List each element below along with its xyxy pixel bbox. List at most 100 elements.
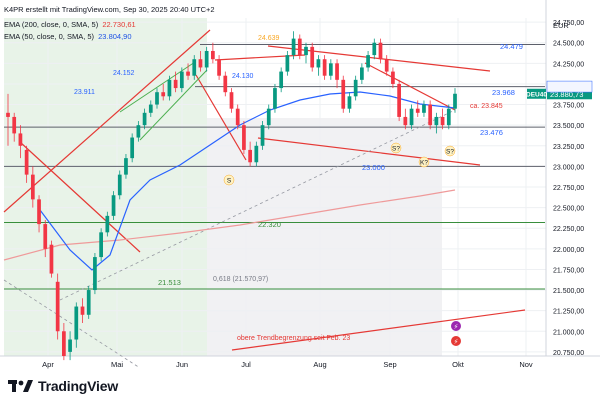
trend-line <box>3 29 211 213</box>
candle-body <box>403 116 408 126</box>
candle-body <box>167 79 172 97</box>
y-tick-label: 21.500,00 <box>553 288 584 295</box>
y-tick-label: 23.750,00 <box>553 103 584 110</box>
candle-body <box>266 108 271 126</box>
candle-body <box>198 59 203 68</box>
candle-body <box>242 125 246 150</box>
candle-body <box>86 290 91 315</box>
y-tick-label: 21.000,00 <box>553 329 584 336</box>
candle-body <box>372 42 377 56</box>
candle-body <box>273 88 277 109</box>
candle-body <box>142 112 147 126</box>
candle-body <box>446 108 451 126</box>
level-price-tag-bg <box>546 80 593 93</box>
candle-body <box>415 108 420 113</box>
y-tick-label: 20.750,00 <box>553 350 584 357</box>
candle-body <box>192 59 197 76</box>
ema50-value: 23.804,90 <box>98 32 132 41</box>
x-tick-label: Nov <box>519 360 533 369</box>
candle-body <box>105 215 110 233</box>
ema50-label: EMA (50, close, 0, SMA, 5) <box>4 32 95 41</box>
candle-body <box>341 79 346 109</box>
candle-body <box>391 71 395 84</box>
y-tick-label: 24.250,00 <box>553 61 584 68</box>
candle-body <box>409 108 414 126</box>
candle-body <box>49 244 54 274</box>
dashed-trend-line <box>3 279 141 369</box>
candle-body <box>328 63 333 76</box>
y-tick-label: 24.750,00 <box>553 20 584 27</box>
x-tick-label: Aug <box>313 360 326 369</box>
event-flag-glyph: ⚡ <box>454 338 459 346</box>
x-tick-label: Mai <box>111 360 123 369</box>
x-tick-label: Jul <box>241 360 251 369</box>
candle-body <box>18 133 23 146</box>
candle-body <box>378 42 383 60</box>
price-chart[interactable]: 24.750,0024.500,0024.250,0024.000,0023.7… <box>0 0 600 372</box>
y-tick-label: 22.250,00 <box>553 226 584 233</box>
candle-body <box>186 71 190 76</box>
candle-body <box>453 93 457 109</box>
pattern-marker <box>223 174 235 186</box>
candle-body <box>43 224 48 249</box>
tradingview-logo[interactable]: TradingView <box>8 378 118 394</box>
tradingview-brand: TradingView <box>38 378 119 394</box>
candle-body <box>384 59 389 72</box>
y-tick-label: 22.500,00 <box>553 206 584 213</box>
candle-body <box>260 125 265 146</box>
candle-body <box>397 83 401 117</box>
currency-label: EUR <box>553 21 569 30</box>
candle-body <box>99 232 103 258</box>
ema50-legend[interactable]: EMA (50, close, 0, SMA, 5) 23.804,90 <box>4 32 134 41</box>
trend-line <box>195 74 247 161</box>
candle-body <box>117 174 122 196</box>
annotation-label: ca. 23.845 <box>470 103 503 110</box>
candle-body <box>428 104 433 126</box>
pattern-marker <box>418 156 430 168</box>
level-label: 23.000 <box>362 163 385 172</box>
candle-body <box>347 96 352 109</box>
trend-line <box>19 141 141 253</box>
ema200-line <box>3 189 456 261</box>
candle-body <box>68 339 72 352</box>
candle-body <box>211 50 215 60</box>
candle-body <box>6 112 10 117</box>
symbol-tag-bg <box>527 88 546 99</box>
candle-body <box>360 67 364 80</box>
level-label: 23.968 <box>492 88 515 97</box>
candle-body <box>223 75 228 93</box>
symbol-tag: DEU40 <box>526 91 547 98</box>
candle-body <box>366 55 370 68</box>
candle-body <box>440 116 445 126</box>
candle-body <box>304 46 308 56</box>
candle-body <box>254 145 259 163</box>
candle-body <box>161 92 166 97</box>
tradingview-logo-icon <box>8 380 33 392</box>
y-tick-label: 23.000,00 <box>553 164 584 171</box>
candle-body <box>124 158 128 175</box>
candle-body <box>173 79 178 89</box>
annotation-label: obere Trendbegrenzung seit Feb. 23 <box>237 335 350 342</box>
x-tick-label: Sep <box>383 360 396 369</box>
candle-body <box>136 125 141 138</box>
ema200-value: 22.730,61 <box>102 20 136 29</box>
candle-body <box>24 149 29 175</box>
candle-body <box>130 137 135 159</box>
candle-body <box>279 71 284 89</box>
ema200-legend[interactable]: EMA (200, close, 0, SMA, 5) 22.730,61 <box>4 20 138 29</box>
trend-line <box>231 309 526 351</box>
candle-body <box>217 59 221 76</box>
y-tick-label: 21.750,00 <box>553 267 584 274</box>
event-flag-icon <box>451 321 461 331</box>
candle-body <box>322 59 327 76</box>
annotation-label: 24.152 <box>113 70 135 77</box>
channel-line <box>139 69 208 141</box>
candle-body <box>316 59 321 68</box>
pattern-marker-label: S? <box>446 149 454 156</box>
candle-body <box>62 331 66 356</box>
annotation-label: 23.911 <box>74 89 95 96</box>
candle-body <box>30 174 35 200</box>
candle-body <box>12 116 17 134</box>
chart-caption: K4PR erstellt mit TradingView.com, Sep 3… <box>4 5 217 14</box>
level-label: 24.479 <box>500 42 523 51</box>
